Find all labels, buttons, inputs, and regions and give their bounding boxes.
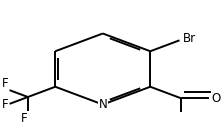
Text: O: O — [212, 92, 221, 105]
Text: N: N — [98, 98, 107, 111]
Text: F: F — [2, 77, 8, 90]
Text: Br: Br — [183, 32, 196, 45]
Text: F: F — [2, 98, 8, 111]
Text: F: F — [21, 112, 28, 125]
